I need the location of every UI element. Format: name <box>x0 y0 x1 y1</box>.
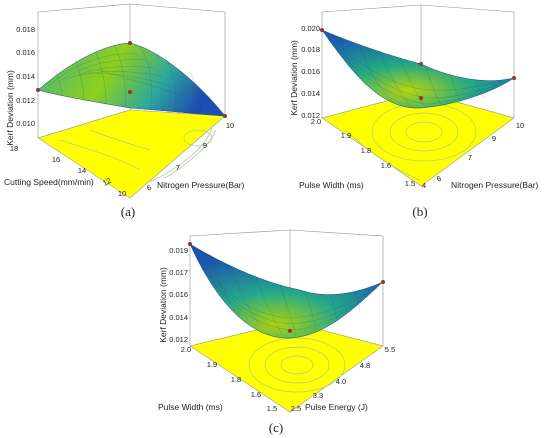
panel-b: 0.012 0.014 0.016 0.018 0.020 Kerf Devia… <box>289 4 539 219</box>
panel-a-z-tick-4: 0.016 <box>16 48 35 57</box>
panel-c-z-tick-1: 0.012 <box>169 335 188 344</box>
panel-b-x-tick-2: 1.6 <box>381 161 391 170</box>
panel-b-z-tick-4: 0.018 <box>301 45 320 54</box>
panel-c-x-ticks: 1.5 1.6 1.8 1.9 2.0 <box>181 345 277 413</box>
panel-a-design-points <box>36 41 227 118</box>
panel-b-y-tick-2: 6 <box>435 174 443 184</box>
panel-a-y-tick-3: 9 <box>203 141 207 150</box>
panel-b-point-2 <box>419 62 423 66</box>
panel-b-x-ticks: 1.5 1.6 1.8 1.9 2.0 <box>311 117 415 188</box>
panel-c-z-ticks: 0.012 0.014 0.016 0.017 0.019 <box>169 246 188 344</box>
panel-a-point-3 <box>223 114 227 118</box>
panel-b-point-4 <box>419 96 423 100</box>
panel-c-z-tick-4: 0.017 <box>169 268 188 277</box>
panel-c-point-3 <box>288 329 292 333</box>
panel-a-x-tick-1: 10 <box>118 189 126 198</box>
panel-b-y-tick-4: 9 <box>492 134 496 143</box>
panel-b-design-points <box>320 28 516 100</box>
panel-c-point-1 <box>188 242 192 246</box>
panel-b-z-tick-5: 0.020 <box>301 24 320 33</box>
panel-c-y-tick-1: 2.5 <box>291 404 301 413</box>
panel-a-z-tick-5: 0.018 <box>16 25 35 34</box>
panel-a-z-ticks: 0.010 0.012 0.014 0.016 0.018 <box>16 25 35 128</box>
panel-a-point-2 <box>36 88 40 92</box>
panel-a-y-tick-4: 10 <box>226 121 234 130</box>
panel-b-z-label: Kerf Deviation (mm) <box>289 40 299 116</box>
panel-c-label: (c) <box>269 420 283 435</box>
panel-c-z-tick-5: 0.019 <box>169 246 188 255</box>
panel-b-x-tick-3: 1.8 <box>361 146 371 155</box>
panel-c-surface <box>189 243 384 339</box>
panel-b-y-tick-1: 4 <box>422 181 426 190</box>
panel-b-x-tick-5: 2.0 <box>311 117 321 126</box>
panel-b-label: (b) <box>412 204 427 219</box>
panel-a-x-tick-2: 12 <box>101 176 113 188</box>
panel-c: 0.012 0.014 0.016 0.017 0.019 Kerf Devia… <box>158 229 395 435</box>
panel-c-z-label: Kerf Deviation (mm) <box>158 267 168 343</box>
panel-a-y-label: Nitrogen Pressure(Bar) <box>157 180 245 190</box>
panel-c-x-label: Pulse Width (ms) <box>158 402 223 412</box>
panel-c-y-label: Pulse Energy (J) <box>305 402 368 412</box>
panel-c-design-points <box>188 242 385 333</box>
panel-c-contours <box>248 337 346 393</box>
panel-c-y-tick-2: 3.3 <box>313 391 323 400</box>
panel-a-mesh <box>47 44 201 114</box>
panel-a-x-label: Cutting Speed(mm/min) <box>4 177 94 187</box>
panel-b-z-tick-1: 0.012 <box>301 111 320 120</box>
panel-c-x-tick-1: 1.5 <box>267 404 277 413</box>
panel-b-x-tick-4: 1.9 <box>341 131 351 140</box>
panel-c-x-tick-4: 1.9 <box>207 360 217 369</box>
panel-a-y-tick-2: 7 <box>176 163 180 172</box>
panel-b-z-tick-3: 0.016 <box>301 67 320 76</box>
panel-b-z-ticks: 0.012 0.014 0.016 0.018 0.020 <box>301 24 320 120</box>
panel-b-x-label: Pulse Width (ms) <box>299 180 364 190</box>
panel-a-x-tick-5: 18 <box>10 144 18 153</box>
panel-b-point-3 <box>512 76 516 80</box>
panel-c-z-tick-3: 0.016 <box>169 290 188 299</box>
panel-a-z-tick-2: 0.012 <box>16 96 35 105</box>
panel-a-z-tick-3: 0.014 <box>16 72 35 81</box>
panel-c-y-ticks: 2.5 3.3 4.0 4.8 5.5 <box>291 345 395 413</box>
panel-c-y-tick-5: 5.5 <box>385 345 395 354</box>
panel-b-y-ticks: 4 6 7 9 10 <box>422 121 524 190</box>
panel-a-point-4 <box>128 90 132 94</box>
panel-a-z-tick-1: 0.010 <box>16 119 35 128</box>
panel-a-point-1 <box>128 41 132 45</box>
panel-b-y-tick-5: 10 <box>516 121 524 130</box>
panel-a-y-ticks: 6 7 9 10 <box>145 121 234 193</box>
panel-a: 0.010 0.012 0.014 0.016 0.018 Kerf Devia… <box>4 3 245 219</box>
panel-a-label: (a) <box>121 204 135 219</box>
panel-c-y-tick-4: 4.8 <box>360 361 370 370</box>
panel-b-y-tick-3: 7 <box>468 153 472 162</box>
panel-a-x-ticks: 10 12 14 16 18 <box>10 144 126 198</box>
panel-a-contours <box>59 127 217 183</box>
panel-c-y-tick-3: 4.0 <box>336 377 346 386</box>
panel-c-x-tick-3: 1.8 <box>231 375 241 384</box>
panel-c-x-tick-5: 2.0 <box>181 345 191 354</box>
panel-c-point-2 <box>381 280 385 284</box>
panel-b-point-1 <box>320 28 324 32</box>
panel-a-y-tick-1: 6 <box>145 183 153 193</box>
panel-c-z-tick-2: 0.014 <box>169 313 188 322</box>
panel-a-x-tick-4: 16 <box>52 155 60 164</box>
panel-a-z-label: Kerf Deviation (mm) <box>5 70 15 146</box>
panel-b-x-tick-1: 1.5 <box>405 179 415 188</box>
panel-c-x-tick-2: 1.6 <box>251 390 261 399</box>
panel-b-z-tick-2: 0.014 <box>301 89 320 98</box>
panel-a-x-tick-3: 14 <box>78 166 86 175</box>
panel-b-y-label: Nitrogen Pressure(Bar) <box>451 180 539 190</box>
